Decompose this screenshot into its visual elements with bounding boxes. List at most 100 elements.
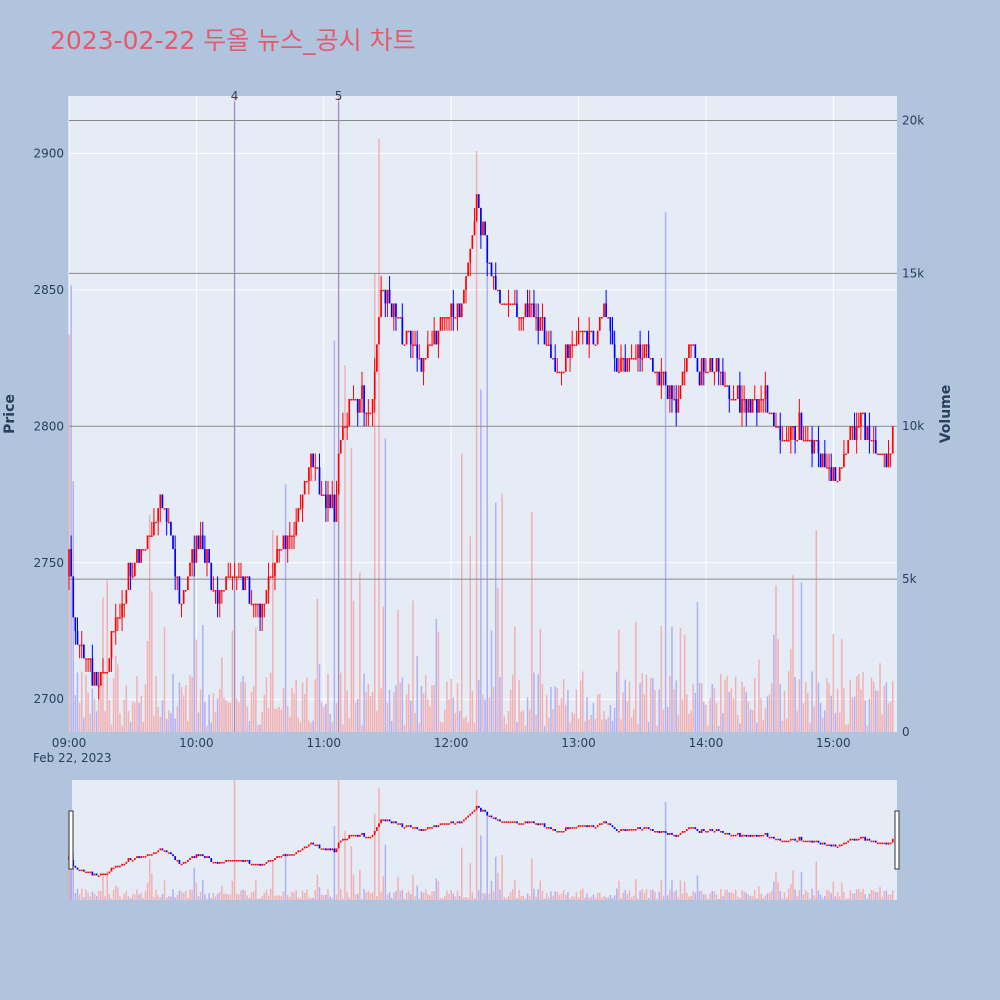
range-slider-volume-bar: [775, 872, 777, 900]
range-slider-volume-bar: [108, 893, 111, 900]
range-slider-volume-bar: [694, 892, 697, 900]
range-slider-volume-bar: [76, 888, 79, 900]
volume-bar: [722, 713, 724, 732]
range-slider-volume-bar: [541, 890, 544, 900]
candle-body: [668, 385, 671, 399]
range-slider-candle: [426, 827, 429, 830]
range-slider-candle: [705, 831, 707, 833]
range-slider-volume-bar: [875, 892, 877, 900]
range-slider-volume-bar: [329, 896, 331, 900]
volume-bar: [611, 720, 614, 732]
range-slider-candle: [191, 856, 193, 859]
volume-bar: [431, 685, 433, 732]
range-slider-candle: [745, 834, 748, 837]
volume-bar: [399, 682, 401, 732]
range-slider-candle: [237, 859, 240, 862]
range-slider-volume-bar: [227, 894, 229, 900]
candle-body: [683, 371, 686, 374]
volume-bar: [777, 639, 779, 732]
candle-body: [386, 289, 389, 304]
volume-bar: [255, 627, 257, 732]
range-slider-candle: [828, 844, 830, 847]
range-slider-volume-bar: [93, 893, 96, 900]
volume-bar: [800, 582, 803, 732]
volume-bar: [475, 151, 478, 733]
candle-body: [883, 453, 886, 456]
candle-body: [373, 371, 376, 399]
candle-body: [93, 671, 96, 686]
range-slider-volume-bar: [320, 894, 323, 900]
volume-bar: [688, 713, 690, 732]
range-slider-volume-bar: [448, 893, 450, 900]
range-slider-candle: [271, 859, 274, 862]
volume-bar: [836, 688, 839, 732]
range-slider-candle: [885, 842, 888, 845]
range-slider-candle: [688, 827, 690, 830]
range-slider-volume-bar: [348, 897, 350, 900]
range-slider-volume-bar: [231, 880, 234, 900]
candle-body: [819, 453, 822, 468]
candle-body: [596, 330, 599, 345]
candle-body: [335, 494, 338, 522]
range-slider[interactable]: [72, 780, 897, 900]
y-axis-title: Price: [2, 394, 18, 434]
candle-body: [155, 521, 157, 524]
volume-bar: [382, 606, 384, 732]
range-slider-volume-bar: [416, 885, 418, 900]
candle-body: [477, 194, 480, 208]
candle-body: [463, 289, 465, 304]
range-slider-volume-bar: [125, 891, 128, 900]
range-slider-volume-bar: [168, 895, 170, 900]
range-slider-candle: [586, 825, 588, 828]
candle-body: [108, 658, 111, 672]
volume-bar: [567, 689, 569, 732]
range-slider-volume-bar: [728, 892, 731, 900]
volume-bar: [711, 683, 714, 732]
range-slider-candle: [339, 840, 342, 843]
candle-body: [490, 262, 493, 277]
volume-bar: [206, 725, 208, 732]
range-slider-volume-bar: [494, 856, 497, 900]
volume-bar: [507, 711, 510, 732]
range-slider-handle-left[interactable]: [68, 810, 74, 870]
range-slider-volume-bar: [257, 898, 259, 900]
range-slider-volume-bar: [700, 890, 703, 900]
range-slider-volume-bar: [758, 886, 760, 900]
candle-body: [671, 385, 673, 399]
volume-bar: [280, 709, 283, 732]
range-slider-volume-bar: [259, 898, 261, 900]
candle-body: [439, 317, 442, 331]
range-slider-candle: [541, 823, 544, 825]
range-slider-volume-bar: [686, 892, 688, 900]
range-slider-candle: [624, 829, 627, 832]
range-slider-volume-bar: [378, 788, 380, 900]
range-slider-candle: [552, 829, 554, 831]
volume-bar: [855, 675, 858, 732]
range-slider-volume-bar: [749, 895, 752, 900]
volume-bar: [244, 682, 246, 732]
candle-body: [562, 371, 565, 374]
range-slider-volume-bar: [545, 893, 548, 900]
volume-bar: [263, 694, 266, 732]
range-slider-handle-right[interactable]: [894, 810, 900, 870]
range-slider-candle: [121, 863, 123, 866]
volume-bar: [781, 720, 784, 732]
candle-body: [480, 207, 482, 236]
range-slider-candle: [161, 848, 164, 851]
candle-body: [312, 453, 315, 468]
range-slider-volume-bar: [889, 894, 892, 900]
range-slider-candle: [140, 856, 143, 859]
volume-bar: [579, 680, 582, 732]
candlesticks: [68, 194, 894, 700]
range-slider-volume-bar: [427, 893, 429, 900]
volume-bar: [405, 694, 408, 732]
range-slider-candle: [505, 821, 508, 823]
range-slider-volume-bar: [652, 889, 654, 900]
range-slider-volume-bar: [679, 880, 682, 900]
candle-body: [518, 317, 520, 319]
range-slider-candle: [371, 834, 374, 837]
range-slider-volume-bar: [628, 890, 631, 900]
range-slider-candle: [569, 827, 571, 830]
range-slider-candle: [293, 854, 295, 856]
candle-body: [690, 344, 692, 346]
